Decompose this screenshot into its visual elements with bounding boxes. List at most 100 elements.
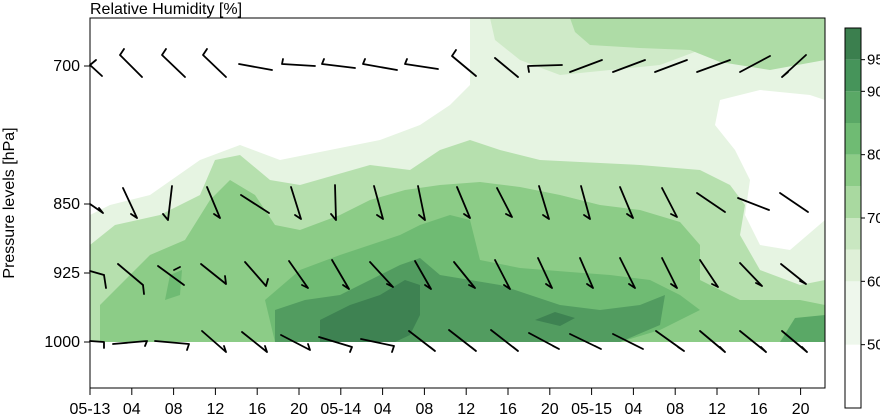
wind-barb: [696, 192, 726, 213]
wind-barb: [528, 332, 560, 350]
x-tick-label: 05-13: [70, 401, 111, 418]
wind-barb: [408, 330, 436, 352]
colorbar-tick-label: 95: [867, 52, 880, 69]
wind-barb: [739, 262, 763, 287]
wind-barb: [580, 185, 591, 220]
x-tick-label: 16: [750, 401, 768, 418]
x-tick-label: 16: [499, 401, 517, 418]
wind-barb: [490, 329, 519, 352]
wind-barb: [538, 185, 550, 220]
wind-barb: [619, 257, 636, 289]
colorbar-swatch: [845, 344, 861, 408]
wind-barb: [373, 185, 384, 220]
wind-barb: [699, 330, 726, 353]
wind-barb: [238, 63, 273, 71]
colorbar-tick-label: 60: [867, 273, 880, 290]
wind-barbs: [89, 48, 809, 353]
rh-region-70-topright: [570, 18, 825, 70]
rh-region-85-right: [780, 315, 825, 342]
wind-barb: [360, 338, 395, 353]
x-tick-label: 12: [457, 401, 475, 418]
wind-barb: [779, 192, 809, 213]
colorbar-tick-label: 80: [867, 147, 880, 164]
wind-barb: [494, 259, 511, 290]
x-tick-label: 04: [123, 401, 141, 418]
colorbar-swatch: [845, 91, 861, 123]
wind-barb: [330, 184, 337, 221]
y-tick-label: 925: [53, 265, 80, 282]
wind-barb: [780, 263, 807, 285]
x-tick-label: 16: [248, 401, 266, 418]
wind-barb: [494, 57, 519, 78]
colorbar-tick-label: 70: [867, 210, 880, 227]
wind-barb: [527, 64, 563, 73]
colorbar-swatch: [845, 123, 861, 155]
wind-barb: [739, 55, 771, 73]
wind-barb: [417, 185, 426, 221]
wind-barb: [569, 333, 602, 350]
y-axis: 700 850 925 1000: [44, 58, 90, 351]
colorbar-tick-label: 50: [867, 337, 880, 354]
colorbar-swatch: [845, 281, 861, 345]
wind-barb: [569, 59, 603, 73]
x-tick-label: 05-14: [320, 401, 361, 418]
wind-barb: [280, 334, 311, 351]
wind-barb: [318, 336, 353, 353]
wind-barb: [654, 59, 688, 73]
wind-barb: [655, 330, 685, 352]
x-tick-label: 20: [541, 401, 559, 418]
colorbar-swatch: [845, 154, 861, 187]
wind-barb: [89, 59, 103, 77]
humidity-field: [90, 18, 825, 388]
x-tick-label: 12: [708, 401, 726, 418]
wind-barb: [781, 330, 808, 353]
wind-barb: [162, 185, 173, 221]
x-tick-label: 20: [792, 401, 810, 418]
x-tick-label: 04: [374, 401, 392, 418]
below-surface: [90, 342, 825, 388]
wind-barb: [89, 340, 105, 349]
wind-barb: [89, 203, 104, 214]
wind-barb: [496, 187, 513, 218]
wind-barb: [288, 260, 309, 289]
wind-barb: [612, 333, 644, 350]
colorbar-swatch: [845, 28, 861, 60]
wind-barb: [781, 54, 807, 78]
colorbar: 50 60 70 80 90 95: [844, 27, 880, 409]
colorbar-swatch: [845, 249, 861, 282]
x-tick-label: 04: [625, 401, 643, 418]
colorbar-swatch: [845, 59, 861, 92]
wind-barb: [537, 257, 553, 289]
wind-barb: [404, 58, 439, 70]
wind-barb: [321, 58, 356, 69]
rh-region-dry-right: [715, 90, 825, 250]
wind-barb: [739, 330, 767, 353]
x-tick-label: 05-15: [571, 401, 612, 418]
wind-barb: [619, 186, 634, 219]
wind-barb: [579, 257, 594, 289]
wind-barb: [122, 187, 138, 219]
y-tick-label: 850: [53, 196, 80, 213]
wind-barb: [119, 48, 143, 78]
wind-barb: [737, 197, 770, 211]
wind-barb: [612, 59, 646, 73]
wind-barb: [89, 270, 107, 289]
wind-barb: [240, 194, 270, 214]
wind-barb: [112, 340, 148, 347]
wind-barb: [661, 187, 678, 218]
wind-barb: [200, 263, 227, 285]
rh-region-95: [320, 280, 420, 342]
wind-barb: [202, 48, 227, 78]
plot-frame: [89, 17, 826, 389]
wind-barb: [362, 58, 398, 71]
wind-barb: [414, 260, 432, 290]
wind-barb: [201, 330, 227, 353]
wind-barb: [241, 331, 268, 353]
wind-barb: [661, 257, 678, 289]
x-axis: 05-13 04 08 12 16 20 05-14 04 08 12 16 20 05-15 04 08 1…: [70, 388, 810, 418]
rh-region-85-small: [165, 270, 182, 300]
x-tick-label: 20: [290, 401, 308, 418]
chart-title: Relative Humidity [%]: [90, 1, 242, 18]
wind-barb: [369, 261, 394, 288]
wind-barb: [157, 265, 185, 286]
